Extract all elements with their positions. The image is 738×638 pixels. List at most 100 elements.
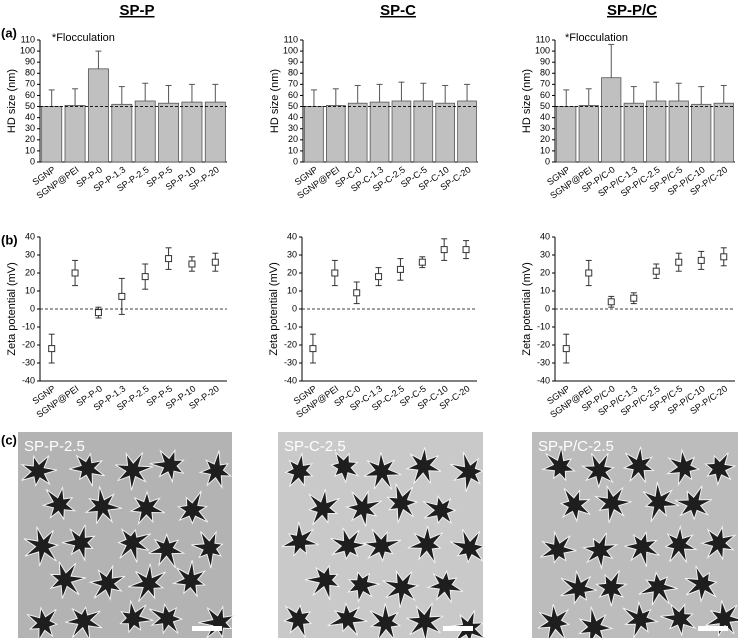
nanoparticle <box>665 448 701 487</box>
y-tick-label: 100 <box>283 45 298 55</box>
point <box>652 267 660 275</box>
nanoparticle <box>577 606 614 638</box>
nanoparticle <box>705 600 738 637</box>
bar <box>578 105 599 163</box>
nanoparticle <box>449 528 486 564</box>
point <box>141 273 149 281</box>
y-tick-label: 30 <box>25 123 35 133</box>
y-tick-label: 10 <box>288 145 298 155</box>
nanoparticle <box>660 603 697 637</box>
bar <box>369 101 390 163</box>
y-tick-label: 30 <box>25 249 35 259</box>
bar <box>435 102 455 163</box>
nanoparticle <box>148 532 186 569</box>
nanoparticle <box>127 563 166 603</box>
y-tick-label: 20 <box>288 134 298 144</box>
y-tick-label: 10 <box>25 145 35 155</box>
y-tick-label: 40 <box>25 112 35 122</box>
y-tick-label: 0 <box>292 303 297 313</box>
y-tick-label: 40 <box>288 112 298 122</box>
nanoparticle <box>177 490 209 525</box>
point <box>630 294 638 302</box>
y-tick-label: 10 <box>25 285 35 295</box>
nanoparticle <box>382 569 420 609</box>
nanoparticle <box>624 530 660 567</box>
bar <box>64 105 86 163</box>
nanoparticle <box>593 484 632 523</box>
nanoparticle <box>638 571 678 606</box>
point <box>440 246 448 254</box>
annotation: *Flocculation <box>565 32 628 44</box>
nanoparticle <box>407 525 444 564</box>
y-tick-label: -40 <box>284 375 297 385</box>
y-tick-label: 0 <box>545 156 550 166</box>
nanoparticle <box>426 569 464 603</box>
nanoparticle <box>540 530 577 564</box>
nanoparticle <box>304 564 341 601</box>
nanoparticle <box>84 486 123 524</box>
y-axis-label: HD size (nm) <box>269 69 281 133</box>
nanoparticle <box>65 606 103 638</box>
nanoparticle <box>20 454 58 488</box>
y-tick-label: 60 <box>288 90 298 100</box>
nanoparticle <box>49 561 86 599</box>
nanoparticle <box>642 482 680 523</box>
point <box>118 292 126 300</box>
nanoparticle <box>61 524 96 563</box>
y-tick-label: 20 <box>25 134 35 144</box>
y-tick-label: 90 <box>288 57 298 67</box>
scale-bar <box>698 626 728 631</box>
y-tick-label: -10 <box>22 321 35 331</box>
y-tick-label: 0 <box>30 303 35 313</box>
y-tick-label: 50 <box>540 101 550 111</box>
y-tick-label: 110 <box>284 34 298 44</box>
y-tick-label: 40 <box>287 231 297 241</box>
y-tick-label: 20 <box>540 134 550 144</box>
point <box>720 253 728 261</box>
bar <box>111 103 133 163</box>
y-axis-label: HD size (nm) <box>521 69 533 133</box>
y-tick-label: 20 <box>287 267 297 277</box>
bar <box>204 101 226 163</box>
y-tick-label: 30 <box>288 123 298 133</box>
nanoparticle <box>369 603 402 638</box>
y-axis-label: Zeta potential (mV) <box>6 262 18 356</box>
nanoparticle <box>129 490 165 526</box>
y-tick-label: -40 <box>537 375 550 385</box>
scale-bar <box>443 626 473 631</box>
y-tick-label: 110 <box>536 34 550 44</box>
point <box>697 256 705 264</box>
column-title: SP-P <box>119 2 154 19</box>
y-tick-label: 60 <box>25 90 35 100</box>
bar <box>87 68 109 163</box>
nanoparticle <box>327 601 368 636</box>
point <box>585 269 593 277</box>
y-tick-label: 60 <box>540 90 550 100</box>
nanoparticle <box>191 530 224 569</box>
point <box>607 298 615 306</box>
nanoparticle <box>704 452 737 487</box>
nanoparticle <box>117 527 152 563</box>
point <box>309 345 317 353</box>
annotation: *Flocculation <box>52 32 115 44</box>
nanoparticle <box>347 570 382 604</box>
point <box>48 345 56 353</box>
nanoparticle <box>422 494 457 525</box>
nanoparticle <box>88 564 126 601</box>
bar <box>134 100 156 163</box>
y-tick-label: 90 <box>540 57 550 67</box>
bar <box>326 105 346 163</box>
nanoparticle <box>622 600 660 638</box>
y-tick-label: 0 <box>293 156 298 166</box>
nanoparticle <box>149 448 185 484</box>
nanoparticle <box>404 447 442 484</box>
micrograph-label: SP-P/C-2.5 <box>538 438 614 455</box>
point <box>375 273 383 281</box>
bar <box>556 106 577 163</box>
y-tick-label: -30 <box>537 357 550 367</box>
y-tick-label: 30 <box>540 123 550 133</box>
panel-label: (b) <box>1 232 18 247</box>
y-tick-label: 70 <box>540 79 550 89</box>
point <box>71 269 79 277</box>
